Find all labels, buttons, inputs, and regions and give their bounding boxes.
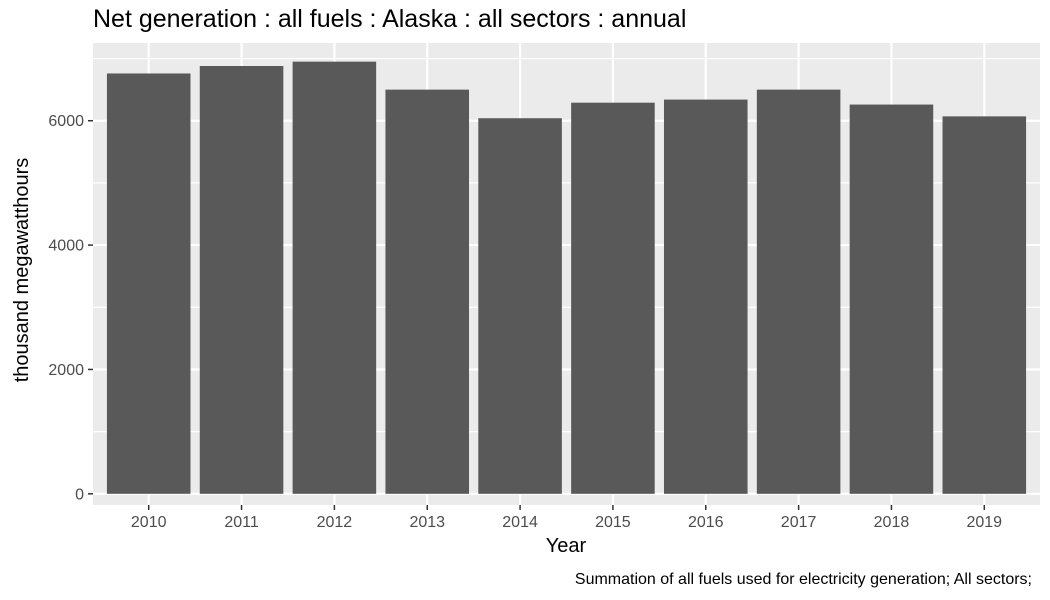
- x-tick-label: 2017: [781, 514, 817, 531]
- y-tick-label: 6000: [48, 113, 84, 130]
- bar-2015: [571, 102, 655, 494]
- x-tick-label: 2011: [224, 514, 259, 531]
- bar-2019: [942, 116, 1027, 494]
- bar-2012: [292, 61, 377, 494]
- y-axis: 0 2000 4000 6000: [48, 113, 93, 503]
- bars: [106, 61, 1027, 494]
- bar-2013: [385, 89, 470, 494]
- x-tick-label: 2014: [502, 514, 538, 531]
- y-tick-label: 2000: [48, 362, 84, 379]
- bar-2010: [106, 73, 191, 494]
- x-tick-label: 2019: [966, 514, 1002, 531]
- x-tick-label: 2016: [688, 514, 724, 531]
- chart-title: Net generation : all fuels : Alaska : al…: [93, 5, 687, 33]
- bar-2016: [663, 99, 748, 494]
- x-tick-label: 2015: [595, 514, 631, 531]
- chart-caption: Summation of all fuels used for electric…: [575, 571, 1032, 588]
- x-tick-label: 2013: [409, 514, 445, 531]
- bar-2011: [199, 66, 284, 494]
- x-axis: 2010 2011 2012 2013 2014 2015 2016 2017 2018 2019: [131, 505, 1002, 531]
- bar-2018: [849, 104, 934, 494]
- bar-2017: [756, 89, 841, 494]
- y-axis-title: thousand megawatthours: [11, 158, 33, 383]
- x-tick-label: 2010: [131, 514, 167, 531]
- y-tick-label: 4000: [48, 238, 84, 255]
- x-axis-title: Year: [546, 535, 587, 557]
- x-tick-label: 2012: [317, 514, 353, 531]
- bar-2014: [478, 118, 562, 494]
- y-tick-label: 0: [75, 486, 84, 503]
- x-tick-label: 2018: [874, 514, 910, 531]
